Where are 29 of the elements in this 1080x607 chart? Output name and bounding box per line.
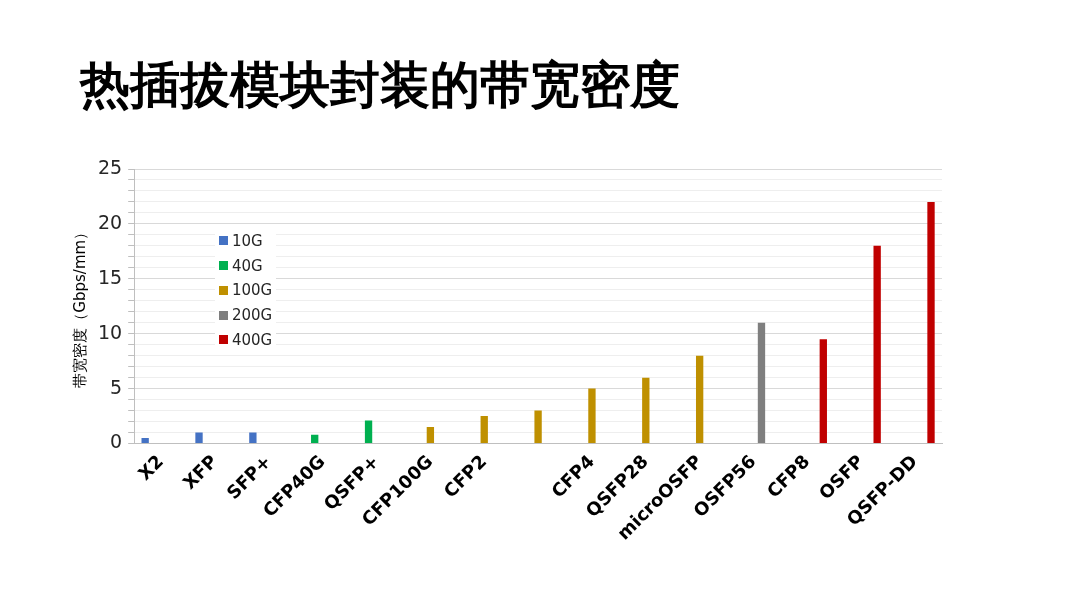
bar [695,355,704,444]
legend-label: 100G [231,281,273,300]
bar [534,410,542,444]
bar [364,420,373,444]
x-tick-label: X2 [133,450,168,484]
bar [195,432,203,444]
y-axis-title: 带宽密度（Gbps/mm） [70,224,89,388]
y-tick-label: 5 [110,375,123,398]
y-tick-label: 10 [97,320,123,343]
bar [873,245,881,444]
bar [249,432,257,444]
bar [757,322,766,444]
bar [480,416,488,444]
y-tick-label: 0 [110,430,123,453]
bar [642,377,650,444]
legend-label: 200G [231,306,273,325]
chart-title: 热插拔模块封装的带宽密度 [80,56,680,114]
bar [927,201,935,444]
y-tick-label: 25 [97,155,123,178]
bar [311,434,319,444]
bar [588,388,596,444]
bar [426,427,435,444]
legend-label: 400G [231,330,273,349]
legend-label: 40G [231,256,263,275]
legend-label: 10G [231,231,263,250]
y-tick-label: 20 [97,210,123,233]
bar [819,339,827,444]
bar [141,438,149,444]
y-tick-label: 15 [97,265,123,288]
